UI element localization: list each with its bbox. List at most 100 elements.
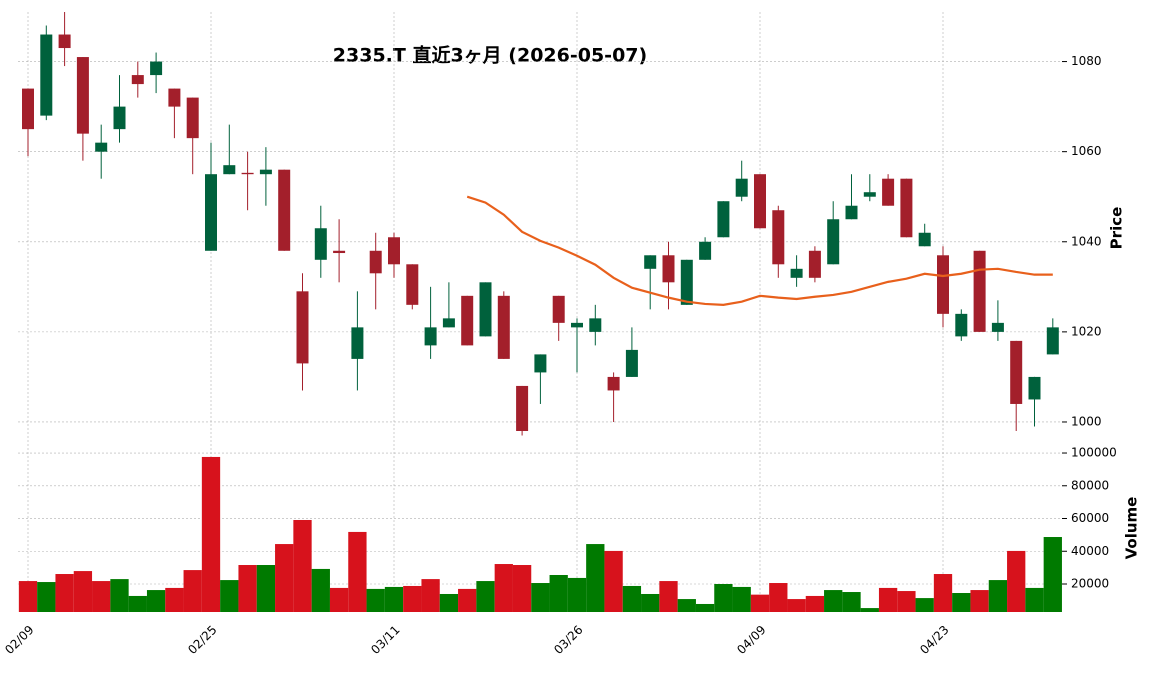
volume-bar <box>604 550 623 612</box>
x-tick-label: 02/25 <box>185 623 219 657</box>
volume-bar <box>641 593 660 612</box>
volume-bar <box>897 591 916 612</box>
volume-tick-label: 20000 <box>1071 577 1109 591</box>
volume-bar <box>805 595 825 612</box>
candle-body <box>955 313 968 337</box>
candle-body <box>205 174 217 251</box>
volume-bar <box>220 580 239 612</box>
candle-body <box>58 34 71 49</box>
volume-bar <box>494 564 513 612</box>
volume-bar <box>18 581 38 612</box>
volume-bar <box>750 594 770 612</box>
volume-axis-label: Volume <box>1123 497 1141 560</box>
candle-body <box>296 291 309 364</box>
candle-body <box>497 295 510 359</box>
volume-bar <box>769 583 788 612</box>
volume-bar <box>183 570 202 612</box>
candle-body <box>461 295 474 346</box>
x-tick-label: 02/09 <box>2 623 36 657</box>
volume-bar <box>659 581 678 612</box>
moving-average <box>466 195 1053 306</box>
candle-body <box>772 210 785 265</box>
volume-bar <box>92 581 111 612</box>
volume-bar <box>146 590 166 612</box>
candle-body <box>76 57 89 134</box>
volume-bar <box>1007 550 1026 612</box>
y-tick-label: 1040 <box>1071 234 1102 248</box>
y-tick-label: 1080 <box>1071 54 1102 68</box>
x-tick-label: 03/11 <box>368 623 402 657</box>
volume-bar <box>824 590 843 612</box>
volume-tick-label: 60000 <box>1071 511 1109 525</box>
candle-body <box>186 97 199 139</box>
volume-bar <box>366 588 385 612</box>
volume-bar <box>878 587 898 612</box>
volume-bar <box>695 603 715 612</box>
candle-body <box>223 165 236 175</box>
candle-body <box>644 255 657 269</box>
volume-bar <box>842 592 861 612</box>
volume-bar <box>787 599 806 612</box>
volume-tick-label: 80000 <box>1071 478 1109 492</box>
volume-bar <box>311 568 330 612</box>
candle-body <box>333 250 346 254</box>
y-tick-label: 1020 <box>1071 324 1102 338</box>
candle-body <box>680 259 693 305</box>
candle-body <box>131 75 144 85</box>
candle-body <box>113 106 126 130</box>
volume-bar <box>531 583 550 612</box>
candle-body <box>424 327 437 346</box>
volume-bar <box>860 608 879 612</box>
y-axis-label: Price <box>1108 207 1126 250</box>
volume-bar <box>988 580 1008 612</box>
candle-body <box>259 169 272 175</box>
candle-body <box>571 322 583 328</box>
volume-bar <box>1043 537 1062 612</box>
candle-body <box>1028 376 1041 400</box>
candle-body <box>827 219 840 265</box>
volume-bar <box>586 544 605 612</box>
volume-bar <box>275 544 294 612</box>
candle-body <box>278 169 291 251</box>
volume-bar <box>512 565 532 612</box>
candle-body <box>314 228 327 260</box>
candle-body <box>882 178 895 206</box>
volume-bar <box>403 585 422 612</box>
candle-body <box>388 237 400 265</box>
candle-body <box>918 232 931 247</box>
volume-bar <box>933 574 953 612</box>
candle-body <box>241 172 254 175</box>
candle-body <box>516 385 529 431</box>
volume-bar <box>165 587 184 612</box>
volume-bar <box>256 565 276 612</box>
y-tick-label: 1000 <box>1071 414 1102 428</box>
volume-bar <box>1025 587 1044 612</box>
volume-bar <box>329 587 349 612</box>
candle-body <box>552 295 565 323</box>
candle-body <box>863 192 876 197</box>
candle-body <box>1046 327 1059 355</box>
candle-body <box>150 61 163 76</box>
candle-body <box>1010 340 1023 404</box>
candle-body <box>735 178 748 197</box>
candle-body <box>937 255 949 314</box>
volume-bar <box>37 582 56 612</box>
volume-bar <box>714 584 733 612</box>
candle-body <box>40 34 53 116</box>
candle-body <box>991 322 1004 332</box>
candle-body <box>754 174 766 229</box>
candle-body <box>973 250 986 332</box>
candle-body <box>845 205 858 220</box>
volume-bar <box>439 593 459 612</box>
volume-bar <box>622 585 642 612</box>
candle-body <box>442 318 455 328</box>
volume-bar <box>732 586 751 612</box>
volume-bar <box>421 579 440 612</box>
volume-bar <box>128 595 147 612</box>
candle-body <box>900 178 913 238</box>
volume-bar <box>238 565 257 612</box>
x-tick-label: 03/26 <box>551 623 585 657</box>
candle-body <box>808 250 821 278</box>
candle-body <box>607 376 620 391</box>
